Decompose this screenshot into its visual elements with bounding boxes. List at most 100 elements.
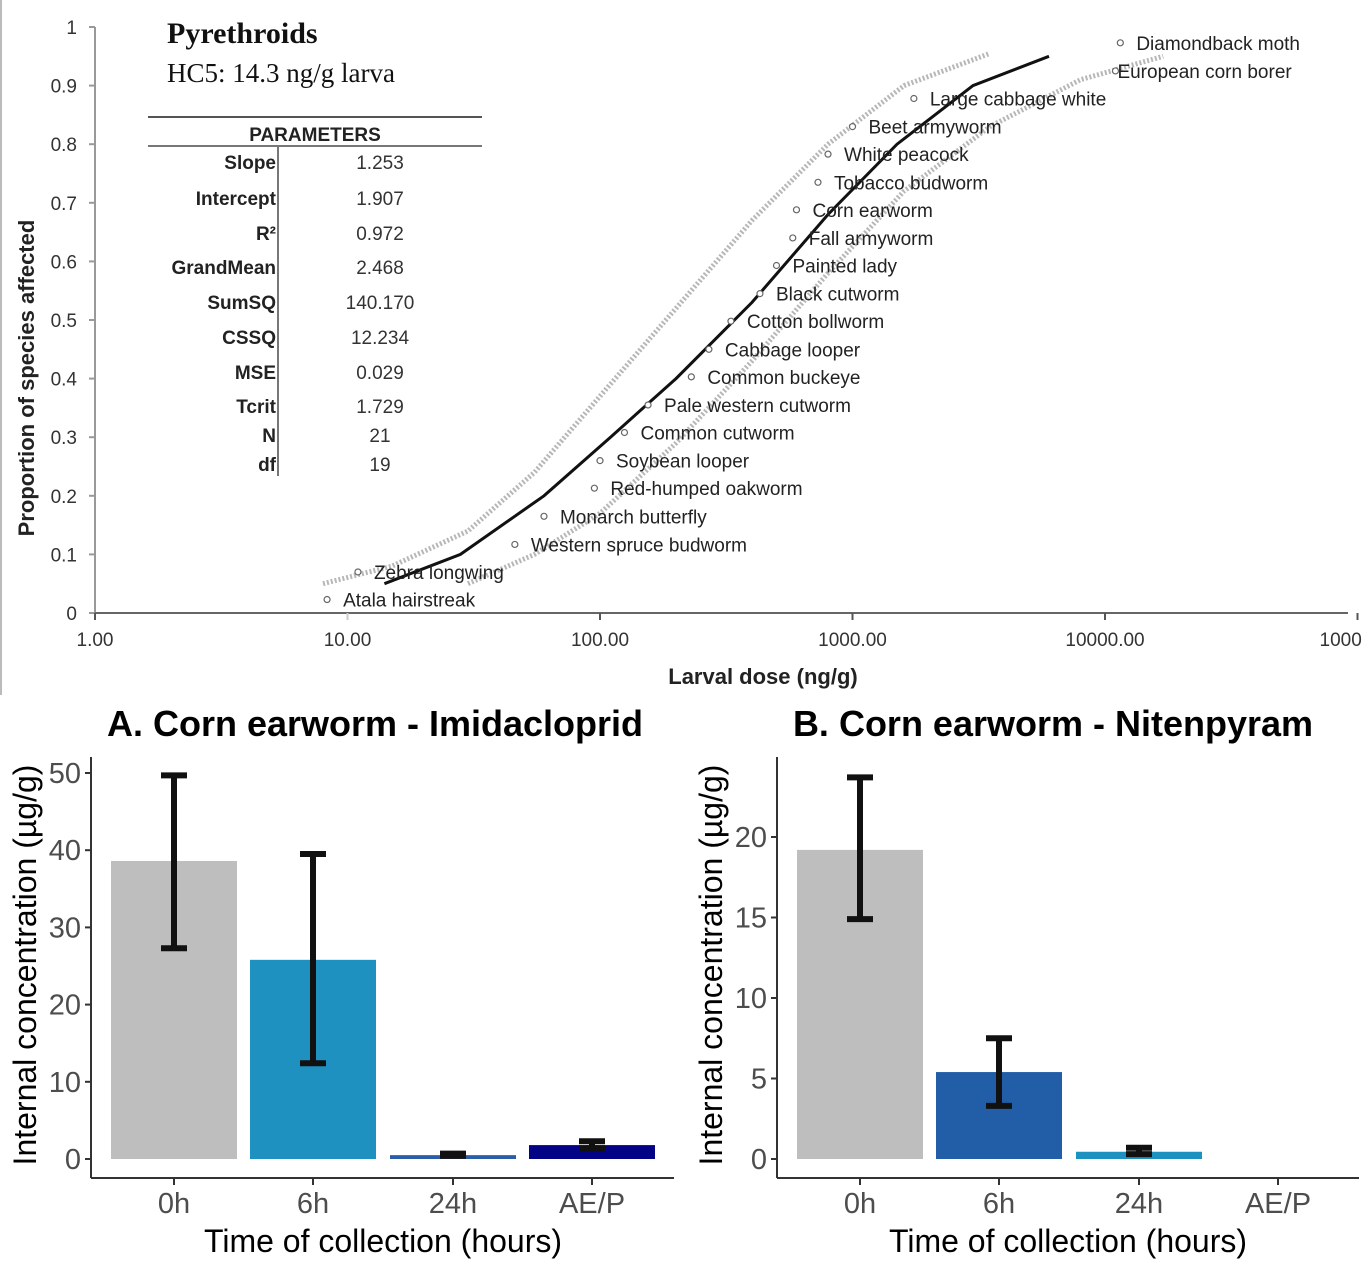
ssd-point: Atala hairstreak bbox=[323, 591, 476, 612]
ssd-y-tick-label: 0.6 bbox=[51, 252, 77, 273]
bar-a-y-axis-title: Internal concentration (µg/g) bbox=[7, 765, 43, 1166]
parameter-name: R² bbox=[256, 224, 276, 245]
ssd-y-tick-label: 0.5 bbox=[51, 311, 77, 332]
ssd-point: Cabbage looper bbox=[705, 340, 861, 361]
ssd-point-label: Black cutworm bbox=[776, 285, 900, 306]
ssd-x-tick-label: 1000.00 bbox=[818, 630, 887, 651]
ssd-point-label: Western spruce budworm bbox=[531, 535, 747, 556]
bar-b-y-axis-title: Internal concentration (µg/g) bbox=[693, 765, 729, 1166]
ssd-point-marker bbox=[1116, 39, 1124, 47]
bar-b-error-bar bbox=[847, 774, 873, 923]
ssd-point: Fall armyworm bbox=[789, 229, 933, 250]
bar-a-error-bar bbox=[579, 1138, 605, 1152]
ssd-point: Painted lady bbox=[772, 257, 898, 278]
ssd-point: Zebra longwing bbox=[354, 563, 504, 584]
ssd-point: Soybean looper bbox=[596, 452, 750, 473]
ssd-point-label: Tobacco budworm bbox=[834, 173, 988, 194]
parameter-value: 12.234 bbox=[351, 328, 410, 349]
ssd-point-marker bbox=[910, 94, 918, 103]
parameter-row: R² 0.972 bbox=[256, 224, 404, 245]
ssd-y-tick-label: 1 bbox=[66, 18, 77, 39]
ssd-point-label: Painted lady bbox=[792, 257, 897, 278]
parameter-name: N bbox=[262, 426, 276, 447]
ssd-point: Common buckeye bbox=[687, 368, 860, 389]
parameter-row: MSE 0.029 bbox=[235, 363, 404, 384]
bar-a-y-tick-label: 20 bbox=[49, 990, 81, 1022]
bar-a-y-tick-label: 0 bbox=[65, 1144, 81, 1176]
bar-b-y-tick-label: 20 bbox=[735, 822, 767, 854]
ssd-point: Large cabbage white bbox=[910, 89, 1106, 110]
ssd-y-axis-title: Proportion of species affected bbox=[14, 220, 39, 537]
parameter-name: Slope bbox=[224, 153, 276, 174]
parameter-value: 1.907 bbox=[356, 189, 404, 210]
ssd-point-label: Diamondback moth bbox=[1136, 34, 1300, 55]
bar-chart-imidacloprid: A. Corn earworm - Imidacloprid 0 10 20 30 40… bbox=[7, 703, 674, 1259]
ssd-point-marker bbox=[687, 373, 695, 381]
bar-a-x-tick-label: 0h bbox=[158, 1188, 190, 1220]
bar-b-error-bar bbox=[1126, 1144, 1152, 1158]
ssd-point: Common cutworm bbox=[620, 424, 795, 445]
ssd-x-tick-label: 10000.00 bbox=[1065, 630, 1144, 651]
parameter-value: 2.468 bbox=[356, 258, 404, 279]
ssd-point-label: Zebra longwing bbox=[374, 563, 504, 584]
bar-chart-nitenpyram: B. Corn earworm - Nitenpyram 0 5 10 15 20 0h 6… bbox=[693, 703, 1359, 1259]
ssd-y-tick-label: 0.9 bbox=[51, 77, 77, 98]
bar-a-x-tick-label: 24h bbox=[429, 1188, 477, 1220]
ssd-y-tick-label: 0 bbox=[66, 604, 77, 625]
parameter-row: CSSQ 12.234 bbox=[222, 328, 409, 349]
ssd-y-tick-label: 0.8 bbox=[51, 135, 77, 156]
bar-b-y-tick-label: 0 bbox=[751, 1144, 767, 1176]
ssd-point: Corn earworm bbox=[792, 201, 933, 222]
parameter-value: 1.729 bbox=[356, 397, 404, 418]
parameter-name: SumSQ bbox=[207, 293, 276, 314]
bar-a-x-tick-label: AE/P bbox=[559, 1188, 625, 1220]
parameter-row: df 19 bbox=[258, 455, 391, 476]
parameter-name: df bbox=[258, 455, 277, 476]
ssd-point-marker bbox=[824, 150, 832, 158]
parameter-row: N 21 bbox=[262, 426, 390, 447]
ssd-point-label: Soybean looper bbox=[616, 452, 750, 473]
parameters-table: PARAMETERS Slope 1.253 Intercept 1.907 R² 0.9… bbox=[148, 116, 482, 476]
bar-b-error-bar bbox=[986, 1035, 1012, 1109]
ssd-point-marker bbox=[596, 457, 604, 465]
ssd-point-marker bbox=[354, 568, 362, 576]
ssd-point-label: Red-humped oakworm bbox=[610, 479, 802, 500]
ssd-point: Red-humped oakworm bbox=[590, 479, 803, 500]
parameter-value: 21 bbox=[369, 426, 390, 447]
ssd-axes: 0 0.1 0.2 0.3 0.4 0.5 0.6 0.7 0.8 0.9 1 1.00 10.00 10… bbox=[51, 18, 1362, 651]
ssd-point-label: Large cabbage white bbox=[930, 89, 1106, 110]
bar-b-title: B. Corn earworm - Nitenpyram bbox=[793, 703, 1313, 744]
ssd-point-label: White peacock bbox=[844, 145, 969, 166]
ssd-point-marker bbox=[540, 512, 548, 520]
parameter-row: SumSQ 140.170 bbox=[207, 293, 414, 314]
ssd-x-tick-label: 1000 bbox=[1320, 630, 1362, 651]
ssd-point-label: Cabbage looper bbox=[725, 340, 861, 361]
bar-a-error-bar bbox=[300, 851, 326, 1067]
ssd-point-marker bbox=[814, 178, 822, 186]
ssd-point-label: Corn earworm bbox=[812, 201, 932, 222]
ssd-upper-confidence-band bbox=[322, 51, 991, 587]
ssd-title: Pyrethroids bbox=[167, 17, 318, 50]
bar-a-x-tick-label: 6h bbox=[297, 1188, 329, 1220]
bar-a-y-tick-label: 30 bbox=[49, 912, 81, 944]
bar-b-x-tick-label: 0h bbox=[844, 1188, 876, 1220]
ssd-point: Diamondback moth bbox=[1116, 34, 1300, 55]
bar-a-error-bar bbox=[161, 772, 187, 952]
bar-b-x-tick-label: 24h bbox=[1115, 1188, 1163, 1220]
ssd-point-label: Common buckeye bbox=[707, 368, 860, 389]
ssd-point-marker bbox=[705, 345, 713, 353]
bar-a-error-bar bbox=[440, 1150, 466, 1159]
ssd-point-label: European corn borer bbox=[1117, 62, 1292, 83]
ssd-point-label: Beet armyworm bbox=[869, 118, 1002, 139]
ssd-y-tick-label: 0.1 bbox=[51, 545, 77, 566]
parameter-value: 0.029 bbox=[356, 363, 404, 384]
ssd-x-tick-label: 10.00 bbox=[324, 630, 372, 651]
ssd-fit-line bbox=[383, 54, 1050, 586]
ssd-confidence-bands bbox=[322, 51, 1164, 587]
ssd-point: Tobacco budworm bbox=[814, 173, 988, 194]
parameter-name: Intercept bbox=[196, 189, 277, 210]
bar-a-y-tick-label: 50 bbox=[49, 758, 81, 790]
ssd-point-marker bbox=[772, 261, 781, 270]
ssd-point: Beet armyworm bbox=[848, 118, 1002, 139]
ssd-point: Cotton bollworm bbox=[727, 312, 884, 333]
